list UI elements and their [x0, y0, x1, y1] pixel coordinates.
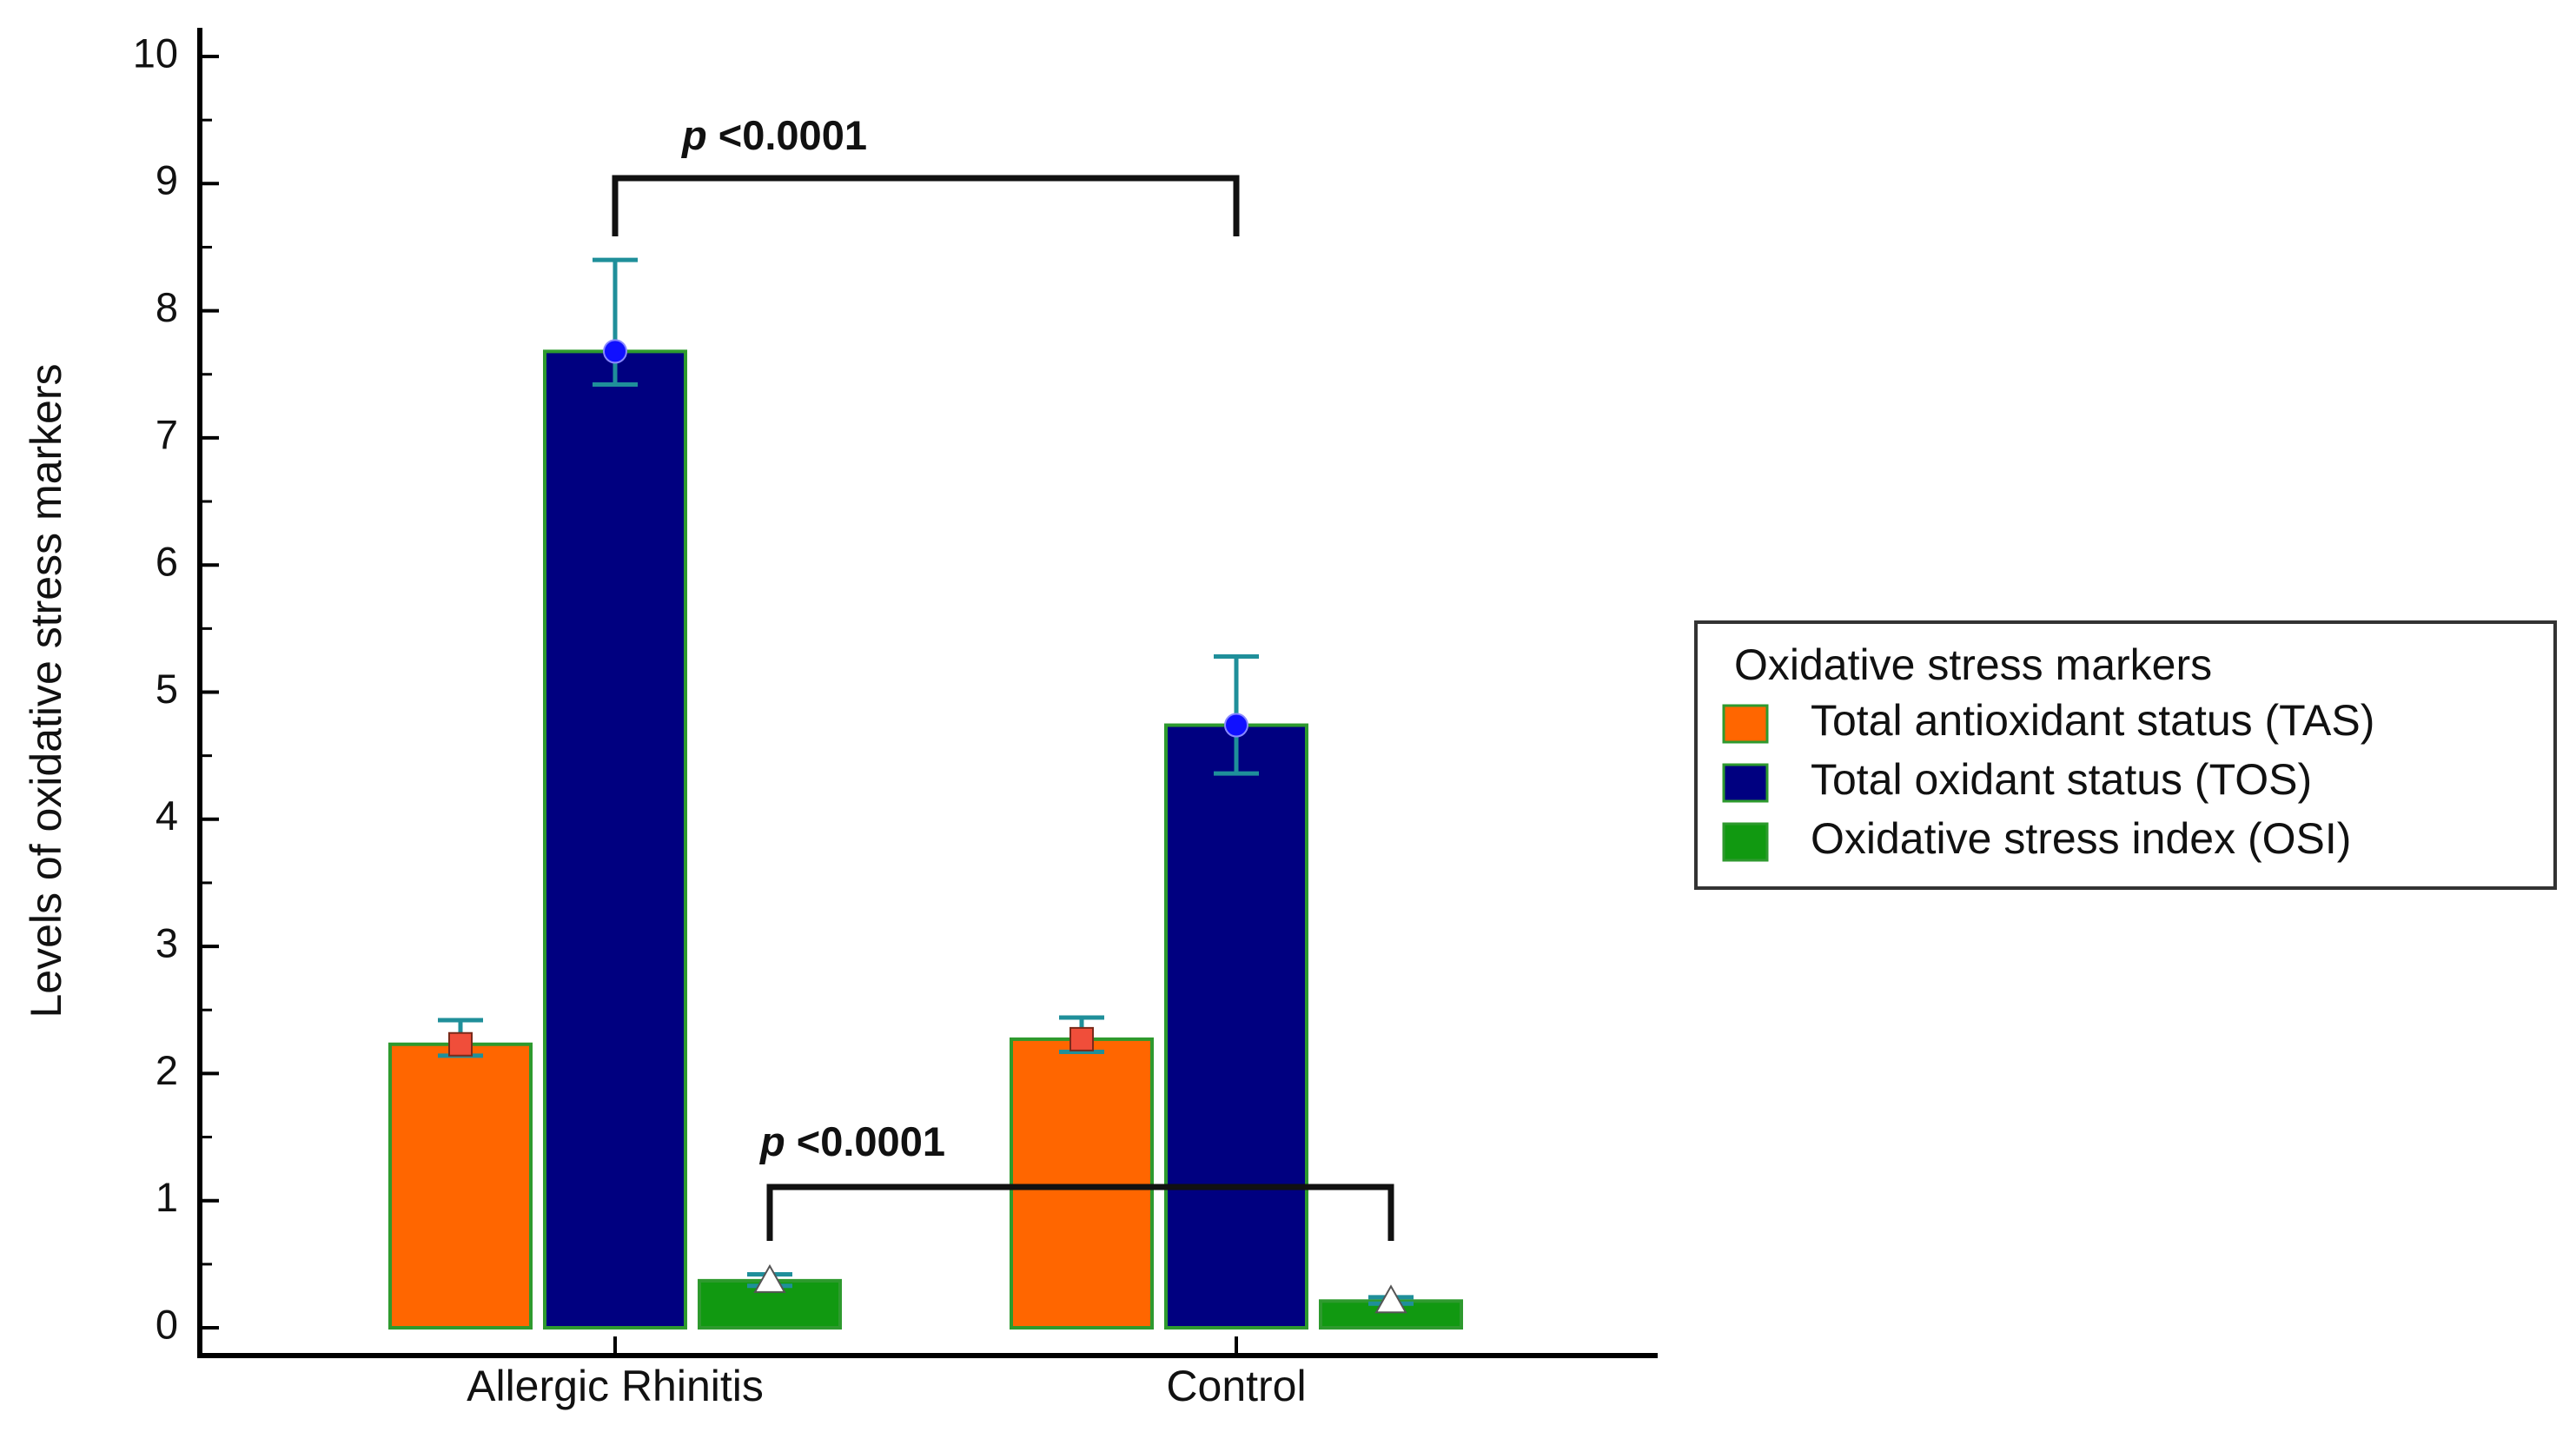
y-tick-label: 0	[156, 1301, 178, 1347]
mean-marker-circle	[603, 339, 627, 364]
legend-box	[1694, 620, 2557, 890]
y-tick-label: 4	[156, 792, 178, 839]
p-value-label: p <0.0001	[758, 1118, 945, 1164]
y-tick-label: 9	[156, 157, 178, 203]
x-ticks: Allergic Rhinitis Control	[467, 1336, 1307, 1410]
x-tick-label: Control	[1166, 1362, 1306, 1410]
y-axis-title: Levels of oxidative stress markers	[22, 363, 70, 1018]
mean-marker-square	[448, 1031, 473, 1057]
bar	[1010, 1037, 1154, 1330]
significance-bracket	[766, 1184, 1394, 1241]
x-tick-label: Allergic Rhinitis	[467, 1362, 764, 1410]
error-bars	[438, 257, 1414, 1306]
legend-label: Total oxidant status (TOS)	[1811, 755, 2312, 804]
bar	[388, 1042, 533, 1330]
y-tick-label: 6	[156, 539, 178, 585]
bar	[1164, 723, 1308, 1330]
significance-bracket	[612, 175, 1240, 236]
y-tick-label: 10	[133, 30, 178, 76]
markers	[448, 339, 1407, 1314]
significance-brackets: p <0.0001 p <0.0001	[612, 112, 1394, 1241]
legend-label: Total antioxidant status (TAS)	[1811, 696, 2374, 745]
legend-label: Oxidative stress index (OSI)	[1811, 814, 2351, 863]
legend-swatch	[1722, 704, 1769, 744]
legend: Oxidative stress markers Total antioxida…	[1694, 620, 2557, 890]
mean-marker-triangle	[753, 1263, 786, 1293]
y-tick-label: 3	[156, 920, 178, 966]
legend-swatch	[1722, 822, 1769, 862]
legend-title: Oxidative stress markers	[1734, 640, 2212, 689]
y-ticks: 0 1 2 3 4 5 6 7 8 9 10	[133, 30, 219, 1347]
y-tick-label: 5	[156, 666, 178, 712]
y-tick-label: 2	[156, 1047, 178, 1093]
legend-swatch	[1722, 763, 1769, 803]
y-tick-label: 8	[156, 284, 178, 330]
y-tick-label: 1	[156, 1174, 178, 1220]
p-value-label: p <0.0001	[680, 112, 867, 158]
bars	[388, 349, 1463, 1330]
mean-marker-triangle	[1374, 1284, 1407, 1314]
mean-marker-circle	[1224, 713, 1248, 738]
y-tick-label: 7	[156, 411, 178, 457]
mean-marker-square	[1069, 1026, 1094, 1051]
bar	[543, 349, 687, 1330]
